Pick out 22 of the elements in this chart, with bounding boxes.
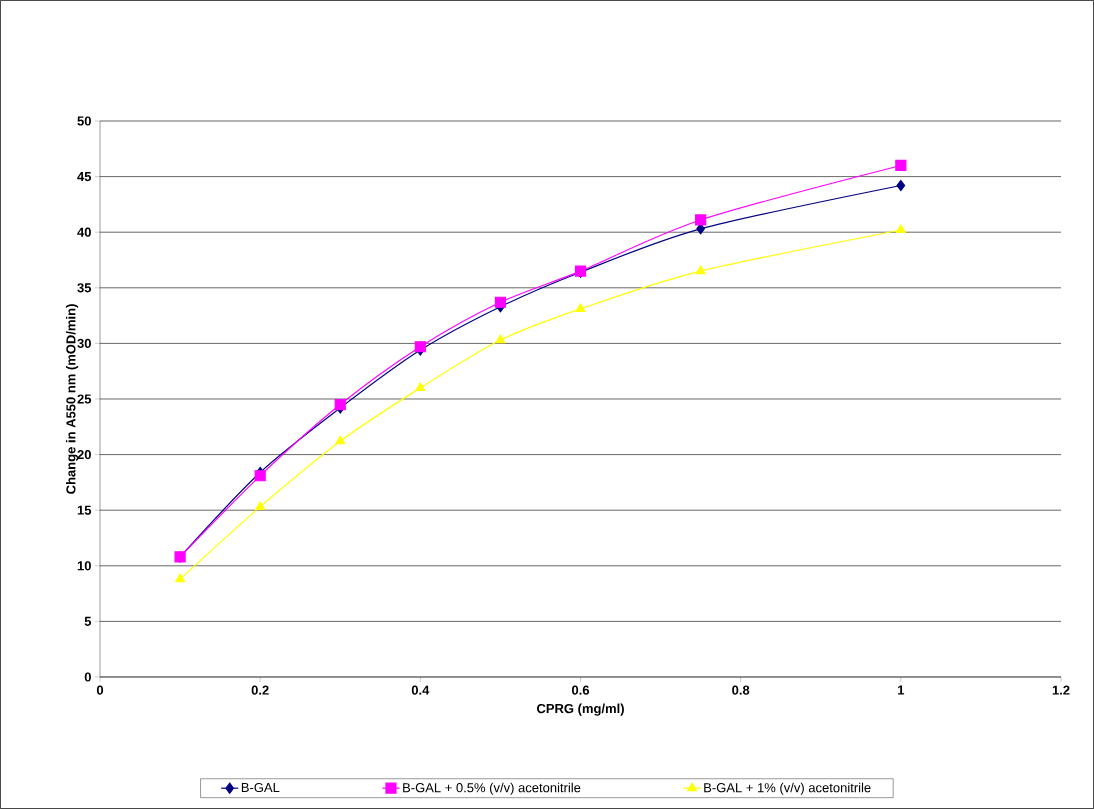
y-tick-label: 45 bbox=[77, 172, 92, 182]
x-tick-label: 1 bbox=[898, 685, 905, 695]
x-tick-label: 0.2 bbox=[251, 685, 269, 695]
x-tick-label: 0.8 bbox=[732, 685, 750, 695]
legend-label: B-GAL + 1% (v/v) acetonitrile bbox=[704, 782, 871, 795]
y-tick-label: 40 bbox=[77, 227, 91, 237]
x-tick-label: 0.4 bbox=[411, 685, 430, 695]
y-tick-label: 25 bbox=[77, 394, 92, 404]
y-tick-label: 35 bbox=[77, 283, 92, 293]
legend-label: B-GAL bbox=[241, 782, 280, 793]
x-tick-label: 0.6 bbox=[571, 685, 590, 695]
y-tick-label: 5 bbox=[84, 616, 92, 626]
y-tick-label: 50 bbox=[77, 116, 91, 126]
y-tick-label: 30 bbox=[77, 338, 91, 348]
y-tick-label: 10 bbox=[77, 561, 91, 571]
x-tick-label: 0 bbox=[96, 685, 104, 695]
y-tick-label: 0 bbox=[84, 672, 91, 682]
legend-label: B-GAL + 0.5% (v/v) acetonitrile bbox=[403, 782, 581, 795]
x-axis-title: CPRG (mg/ml) bbox=[536, 703, 624, 716]
x-tick-label: 1.2 bbox=[1052, 685, 1070, 695]
y-tick-label: 20 bbox=[77, 449, 91, 460]
y-tick-label: 15 bbox=[77, 505, 92, 515]
